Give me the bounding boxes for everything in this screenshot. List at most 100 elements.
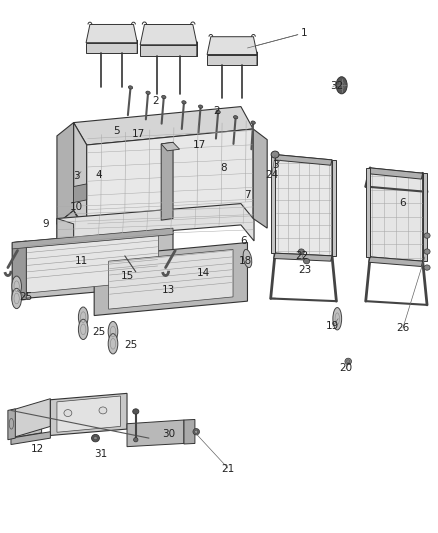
- Text: 10: 10: [70, 202, 83, 212]
- Ellipse shape: [216, 110, 220, 114]
- Polygon shape: [366, 168, 370, 257]
- Text: 21: 21: [221, 464, 234, 474]
- Polygon shape: [184, 419, 195, 444]
- Ellipse shape: [12, 276, 21, 296]
- Polygon shape: [87, 129, 253, 235]
- Text: 3: 3: [272, 160, 279, 170]
- Ellipse shape: [336, 77, 347, 94]
- Text: 6: 6: [240, 236, 247, 246]
- Text: 25: 25: [92, 327, 105, 336]
- Polygon shape: [74, 123, 87, 229]
- Text: 5: 5: [113, 126, 120, 135]
- Ellipse shape: [92, 434, 99, 442]
- Polygon shape: [57, 123, 74, 224]
- Polygon shape: [12, 241, 26, 301]
- Polygon shape: [161, 142, 180, 151]
- Polygon shape: [109, 249, 233, 309]
- Text: 8: 8: [220, 163, 227, 173]
- Text: 3: 3: [73, 171, 80, 181]
- Polygon shape: [86, 43, 137, 53]
- Text: 1: 1: [301, 28, 308, 38]
- Ellipse shape: [333, 308, 342, 330]
- Text: 24: 24: [265, 170, 278, 180]
- Text: 26: 26: [396, 323, 410, 333]
- Ellipse shape: [304, 259, 310, 264]
- Polygon shape: [274, 253, 332, 261]
- Text: 9: 9: [42, 219, 49, 229]
- Text: 4: 4: [95, 170, 102, 180]
- Ellipse shape: [64, 409, 72, 417]
- Polygon shape: [271, 155, 275, 253]
- Text: 12: 12: [31, 444, 44, 454]
- Ellipse shape: [182, 101, 186, 104]
- Ellipse shape: [108, 334, 118, 354]
- Polygon shape: [57, 219, 74, 248]
- Ellipse shape: [424, 265, 430, 270]
- Ellipse shape: [198, 105, 203, 108]
- Polygon shape: [332, 160, 336, 256]
- Text: 30: 30: [162, 430, 175, 439]
- Text: 13: 13: [162, 286, 175, 295]
- Ellipse shape: [195, 430, 198, 433]
- Ellipse shape: [233, 116, 238, 119]
- Text: 14: 14: [197, 268, 210, 278]
- Ellipse shape: [78, 319, 88, 340]
- Polygon shape: [207, 54, 257, 65]
- Ellipse shape: [94, 437, 97, 440]
- Ellipse shape: [134, 438, 138, 442]
- Polygon shape: [86, 25, 137, 43]
- Text: 20: 20: [339, 363, 353, 373]
- Text: 15: 15: [120, 271, 134, 280]
- Polygon shape: [127, 420, 184, 447]
- Ellipse shape: [99, 407, 107, 414]
- Text: 25: 25: [20, 293, 33, 302]
- Polygon shape: [26, 235, 159, 293]
- Text: 18: 18: [239, 256, 252, 266]
- Polygon shape: [11, 399, 50, 438]
- Text: 25: 25: [124, 341, 137, 350]
- Polygon shape: [74, 107, 253, 145]
- Polygon shape: [57, 204, 254, 241]
- Polygon shape: [94, 243, 247, 316]
- Text: 23: 23: [298, 265, 311, 274]
- Ellipse shape: [193, 429, 200, 435]
- Text: 11: 11: [74, 256, 88, 266]
- Polygon shape: [274, 155, 332, 165]
- Polygon shape: [140, 45, 197, 56]
- Text: 17: 17: [131, 130, 145, 139]
- Polygon shape: [423, 173, 427, 261]
- Polygon shape: [369, 168, 423, 179]
- Ellipse shape: [424, 233, 430, 238]
- Polygon shape: [11, 405, 42, 438]
- Text: 6: 6: [399, 198, 406, 207]
- Polygon shape: [50, 393, 127, 435]
- Polygon shape: [161, 142, 173, 220]
- Ellipse shape: [162, 95, 166, 99]
- Polygon shape: [12, 228, 173, 249]
- Polygon shape: [253, 129, 267, 228]
- Ellipse shape: [271, 151, 279, 158]
- Text: 17: 17: [193, 140, 206, 150]
- Ellipse shape: [345, 358, 352, 365]
- Polygon shape: [11, 432, 50, 445]
- Ellipse shape: [12, 288, 21, 309]
- Ellipse shape: [243, 249, 252, 268]
- Polygon shape: [207, 37, 257, 54]
- Polygon shape: [74, 184, 87, 203]
- Text: 31: 31: [94, 449, 107, 459]
- Polygon shape: [57, 211, 87, 248]
- Text: 2: 2: [152, 96, 159, 106]
- Polygon shape: [57, 396, 120, 432]
- Ellipse shape: [133, 409, 139, 414]
- Polygon shape: [370, 168, 423, 261]
- Ellipse shape: [146, 91, 150, 94]
- Text: 22: 22: [296, 251, 309, 261]
- Ellipse shape: [251, 121, 255, 124]
- Polygon shape: [275, 155, 332, 256]
- Ellipse shape: [108, 321, 118, 342]
- Text: 2: 2: [213, 106, 220, 116]
- Ellipse shape: [128, 86, 133, 89]
- Polygon shape: [8, 409, 15, 440]
- Polygon shape: [12, 228, 173, 300]
- Polygon shape: [140, 25, 197, 45]
